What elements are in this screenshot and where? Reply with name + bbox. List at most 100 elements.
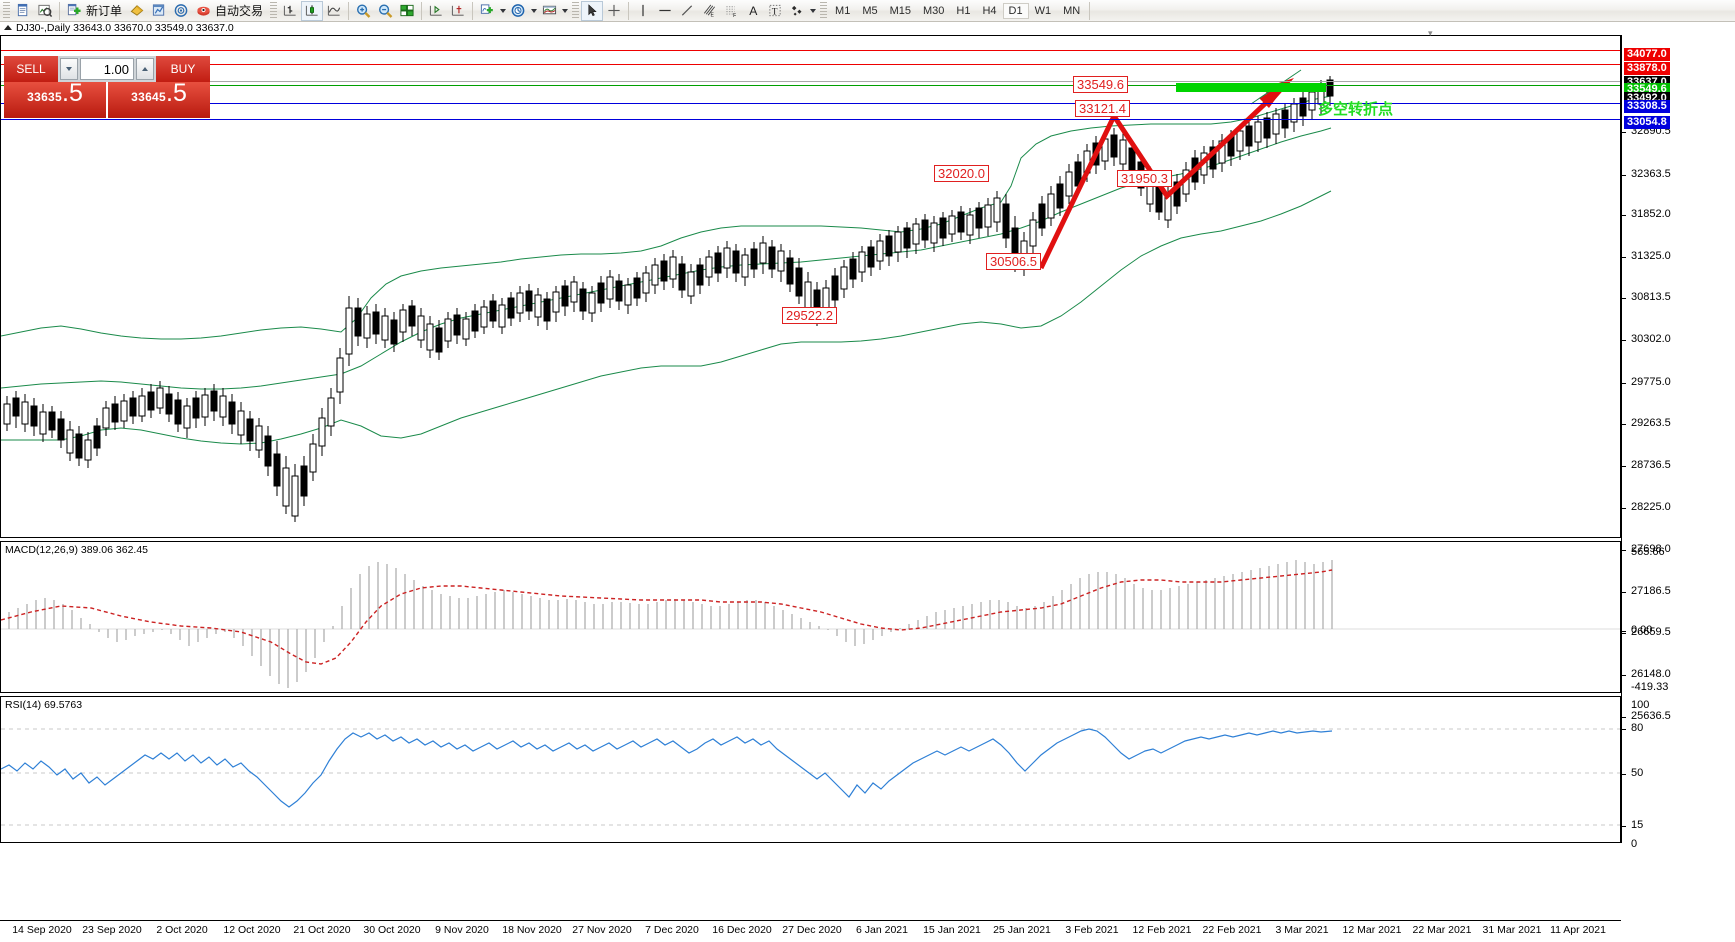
indicators-icon[interactable]: [476, 1, 498, 21]
navigator-icon[interactable]: [170, 1, 192, 21]
annotation-33549[interactable]: 33549.6: [1073, 76, 1128, 93]
level-line-33549[interactable]: [1, 85, 1620, 86]
cursor-icon[interactable]: [581, 0, 604, 21]
new-order-icon[interactable]: [63, 1, 85, 21]
price-tag-34077[interactable]: 34077.0: [1624, 48, 1670, 61]
collapse-triangle-icon[interactable]: [4, 25, 12, 30]
period-icon[interactable]: [507, 1, 529, 21]
sell-price-integer: 33635: [27, 90, 62, 104]
candlestick-chart-icon[interactable]: [301, 0, 324, 21]
timeframe-d1[interactable]: D1: [1002, 2, 1029, 19]
timeframe-m1[interactable]: M1: [835, 4, 851, 17]
chart-titlebar: DJ30-,Daily 33643.0 33670.0 33549.0 3363…: [0, 22, 1621, 35]
volume-input[interactable]: 1.00: [80, 58, 134, 80]
tile-windows-icon[interactable]: [396, 1, 418, 21]
level-line-33878[interactable]: [1, 64, 1620, 65]
zoom-in-icon[interactable]: [352, 1, 374, 21]
annotation-29522[interactable]: 29522.2: [782, 307, 837, 324]
chart-scroll-marker-icon[interactable]: ▾: [1428, 28, 1433, 38]
expert-advisors-icon[interactable]: [126, 1, 148, 21]
bar-chart-icon[interactable]: [279, 1, 301, 21]
drawing-toolbar-grip[interactable]: [572, 1, 580, 20]
shift-chart-icon[interactable]: [425, 1, 447, 21]
level-line-34077[interactable]: [1, 50, 1620, 51]
price-tick-28225: 28225.0: [1631, 501, 1671, 513]
rsi-axis[interactable]: 100 80 50 15 0: [1622, 696, 1735, 850]
annotation-turning-point-label[interactable]: 多空转折点: [1318, 101, 1394, 118]
fibonacci-icon[interactable]: F: [720, 1, 742, 21]
auto-scroll-icon[interactable]: [447, 1, 469, 21]
market-watch-icon[interactable]: [34, 1, 56, 21]
annotation-31950[interactable]: 31950.3: [1117, 170, 1172, 187]
equidistant-channel-icon[interactable]: E: [698, 1, 720, 21]
buy-button[interactable]: BUY: [156, 56, 210, 82]
annotation-30506[interactable]: 30506.5: [986, 253, 1041, 270]
timeframe-m5[interactable]: M5: [862, 4, 878, 17]
timeframe-h4[interactable]: H4: [982, 4, 997, 17]
data-window-icon[interactable]: [148, 1, 170, 21]
sell-price[interactable]: 33635.5: [4, 81, 106, 118]
macd-pane[interactable]: MACD(12,26,9) 389.06 362.45: [0, 541, 1621, 693]
price-tag-33878[interactable]: 33878.0: [1624, 62, 1670, 75]
crosshair-icon[interactable]: [603, 1, 625, 21]
periodicity-toolbar-grip[interactable]: [820, 1, 828, 20]
level-line-33637[interactable]: [1, 81, 1620, 82]
one-click-trading-panel[interactable]: SELL 1.00 BUY 33635.5 33645.5: [4, 56, 210, 118]
auto-trading-label[interactable]: 自动交易: [215, 4, 264, 18]
date-tick-22: 11 Apr 2021: [1550, 924, 1606, 936]
annotation-33121[interactable]: 33121.4: [1075, 100, 1130, 117]
timeframe-m30[interactable]: M30: [923, 4, 945, 17]
timeframe-h1[interactable]: H1: [956, 4, 971, 17]
volume-decrement-button[interactable]: [60, 58, 78, 80]
level-line-33054[interactable]: [1, 119, 1620, 120]
volume-stepper[interactable]: 1.00: [58, 56, 156, 82]
vertical-line-icon[interactable]: [632, 1, 654, 21]
buy-price-integer: 33645: [131, 90, 166, 104]
sell-button[interactable]: SELL: [4, 56, 58, 82]
annotation-32020[interactable]: 32020.0: [934, 165, 989, 182]
new-chart-icon[interactable]: [12, 1, 34, 21]
text-label-icon[interactable]: A: [742, 1, 764, 21]
toolbar-separator-4: [472, 1, 474, 20]
volume-increment-button[interactable]: [136, 58, 154, 80]
period-chevron-down-icon[interactable]: [529, 2, 538, 20]
rsi-pane[interactable]: RSI(14) 69.5763: [0, 696, 1621, 843]
toolbar-separator-3: [421, 1, 423, 20]
text-icon[interactable]: T: [764, 1, 786, 21]
date-axis[interactable]: 14 Sep 2020 23 Sep 2020 2 Oct 2020 12 Oc…: [0, 920, 1621, 942]
timeframe-mn[interactable]: MN: [1063, 4, 1081, 17]
line-chart-icon[interactable]: [323, 1, 345, 21]
resistance-zone-highlight[interactable]: [1176, 83, 1326, 92]
timeframe-m15[interactable]: M15: [889, 4, 911, 17]
toolbar-grip[interactable]: [3, 1, 10, 20]
svg-text:A: A: [749, 4, 758, 18]
new-order-label[interactable]: 新订单: [86, 4, 123, 18]
price-pane[interactable]: [0, 35, 1621, 538]
auto-trading-icon[interactable]: [192, 1, 214, 21]
zoom-out-icon[interactable]: [374, 1, 396, 21]
level-line-33308[interactable]: [1, 103, 1620, 104]
timeframe-w1[interactable]: W1: [1034, 4, 1052, 17]
templates-chevron-down-icon[interactable]: [560, 2, 569, 20]
date-tick-13: 15 Jan 2021: [923, 924, 981, 936]
buy-price[interactable]: 33645.5: [108, 81, 210, 118]
price-tag-33054[interactable]: 33054.8: [1624, 116, 1670, 129]
price-tick-25636: 25636.5: [1631, 710, 1671, 722]
price-tag-33308[interactable]: 33308.5: [1624, 100, 1670, 113]
date-tick-20: 22 Mar 2021: [1412, 924, 1472, 936]
price-axis[interactable]: 32890.5 32363.5 31852.0 31325.0 30813.5 …: [1622, 35, 1735, 722]
chart-type-toolbar-grip[interactable]: [270, 1, 278, 20]
indicators-chevron-down-icon[interactable]: [498, 2, 507, 20]
toolbar-separator-6: [1089, 1, 1091, 20]
objects-icon[interactable]: [786, 1, 808, 21]
date-tick-12: 6 Jan 2021: [856, 924, 908, 936]
svg-text:F: F: [733, 13, 736, 18]
templates-icon[interactable]: [538, 1, 560, 21]
horizontal-line-icon[interactable]: [654, 1, 676, 21]
macd-axis[interactable]: 565.66 0.00 -419.33: [1622, 541, 1735, 693]
chart-window: DJ30-,Daily 33643.0 33670.0 33549.0 3363…: [0, 22, 1735, 942]
trendline-icon[interactable]: [676, 1, 698, 21]
objects-chevron-down-icon[interactable]: [808, 2, 817, 20]
price-tick-26659: 26659.5: [1631, 626, 1671, 638]
